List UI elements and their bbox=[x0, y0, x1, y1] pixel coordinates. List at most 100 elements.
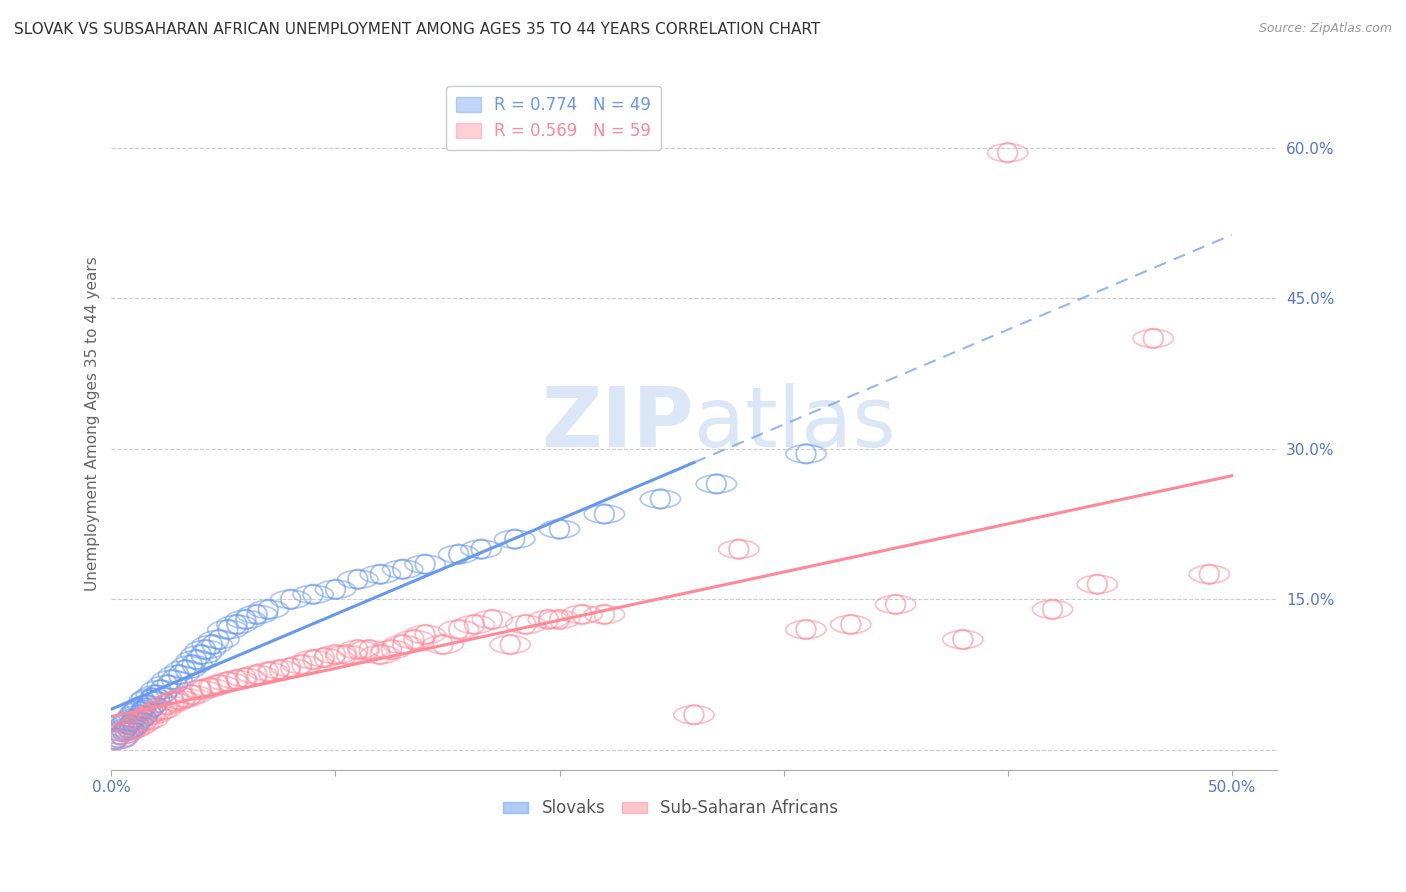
Point bbox=[181, 657, 204, 672]
Point bbox=[548, 522, 571, 536]
Point bbox=[257, 665, 280, 679]
Point bbox=[391, 638, 413, 652]
Point bbox=[727, 542, 749, 557]
Point bbox=[794, 623, 817, 637]
Point bbox=[127, 718, 149, 732]
Point bbox=[347, 642, 370, 657]
Point bbox=[246, 667, 269, 681]
Point bbox=[134, 700, 156, 714]
Point bbox=[122, 713, 145, 727]
Point bbox=[174, 690, 197, 705]
Point bbox=[1042, 602, 1064, 616]
Point bbox=[138, 692, 160, 706]
Point bbox=[368, 648, 391, 662]
Point bbox=[118, 718, 141, 732]
Point bbox=[208, 678, 231, 692]
Point bbox=[325, 648, 347, 662]
Point bbox=[129, 705, 152, 719]
Point bbox=[132, 703, 155, 717]
Point bbox=[160, 673, 183, 687]
Point bbox=[291, 657, 314, 672]
Point bbox=[432, 638, 454, 652]
Point bbox=[593, 507, 616, 521]
Point bbox=[402, 632, 425, 647]
Point bbox=[325, 582, 347, 597]
Point bbox=[217, 674, 239, 689]
Point bbox=[163, 695, 186, 709]
Point bbox=[111, 724, 134, 739]
Point bbox=[107, 731, 129, 745]
Point bbox=[174, 663, 197, 677]
Point bbox=[201, 638, 224, 652]
Point bbox=[548, 612, 571, 626]
Point bbox=[114, 723, 136, 737]
Point bbox=[280, 592, 302, 607]
Point bbox=[683, 707, 706, 722]
Point bbox=[1142, 331, 1164, 345]
Point bbox=[391, 562, 413, 576]
Point bbox=[186, 652, 208, 666]
Point bbox=[194, 642, 217, 657]
Point bbox=[302, 587, 325, 601]
Point bbox=[257, 602, 280, 616]
Point bbox=[269, 663, 291, 677]
Point bbox=[136, 698, 159, 712]
Point bbox=[336, 648, 359, 662]
Point bbox=[347, 572, 370, 586]
Point bbox=[104, 732, 127, 747]
Point bbox=[571, 607, 593, 622]
Point bbox=[104, 732, 127, 747]
Point bbox=[190, 682, 212, 697]
Point bbox=[537, 612, 560, 626]
Point bbox=[359, 642, 381, 657]
Point bbox=[127, 707, 149, 722]
Point bbox=[225, 673, 247, 687]
Point bbox=[499, 638, 522, 652]
Point bbox=[141, 690, 163, 705]
Point bbox=[1085, 577, 1108, 591]
Point bbox=[136, 713, 159, 727]
Y-axis label: Unemployment Among Ages 35 to 44 years: Unemployment Among Ages 35 to 44 years bbox=[86, 256, 100, 591]
Point bbox=[118, 723, 141, 737]
Point bbox=[481, 612, 503, 626]
Point bbox=[198, 681, 221, 695]
Point bbox=[380, 642, 402, 657]
Point bbox=[167, 667, 190, 681]
Point bbox=[280, 660, 302, 674]
Point bbox=[515, 617, 537, 632]
Point bbox=[156, 678, 179, 692]
Point bbox=[217, 623, 239, 637]
Text: SLOVAK VS SUBSAHARAN AFRICAN UNEMPLOYMENT AMONG AGES 35 TO 44 YEARS CORRELATION : SLOVAK VS SUBSAHARAN AFRICAN UNEMPLOYMEN… bbox=[14, 22, 820, 37]
Point bbox=[302, 652, 325, 666]
Point bbox=[650, 491, 672, 506]
Point bbox=[447, 547, 470, 561]
Point bbox=[125, 711, 148, 725]
Point bbox=[447, 623, 470, 637]
Point bbox=[413, 558, 436, 572]
Point bbox=[235, 671, 257, 685]
Point bbox=[156, 698, 179, 712]
Point bbox=[368, 567, 391, 582]
Point bbox=[110, 728, 132, 742]
Text: Source: ZipAtlas.com: Source: ZipAtlas.com bbox=[1258, 22, 1392, 36]
Point bbox=[593, 607, 616, 622]
Point bbox=[121, 714, 143, 729]
Point bbox=[884, 598, 907, 612]
Point bbox=[503, 532, 526, 546]
Point bbox=[122, 721, 145, 735]
Legend: Slovaks, Sub-Saharan Africans: Slovaks, Sub-Saharan Africans bbox=[496, 793, 845, 824]
Point bbox=[132, 714, 155, 729]
Point bbox=[167, 692, 190, 706]
Point bbox=[314, 650, 336, 665]
Point bbox=[145, 705, 167, 719]
Text: ZIP: ZIP bbox=[541, 384, 695, 464]
Point bbox=[149, 703, 172, 717]
Point bbox=[997, 145, 1019, 160]
Point bbox=[225, 617, 247, 632]
Point bbox=[952, 632, 974, 647]
Point bbox=[115, 721, 138, 735]
Point bbox=[235, 612, 257, 626]
Point bbox=[181, 688, 204, 702]
Point bbox=[1198, 567, 1220, 582]
Point bbox=[839, 617, 862, 632]
